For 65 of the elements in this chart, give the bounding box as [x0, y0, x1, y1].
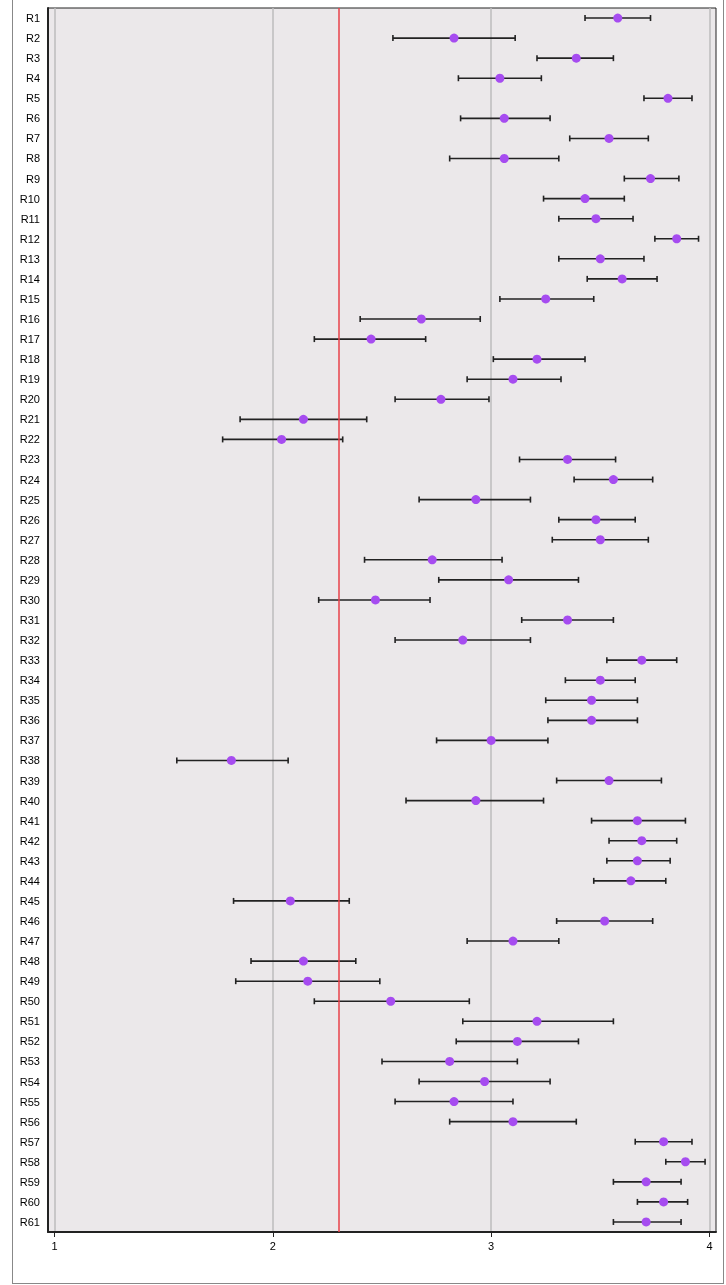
y-tick-label: R12 [19, 232, 40, 245]
y-tick-label: R39 [19, 774, 40, 787]
y-tick-label: R48 [19, 955, 40, 968]
y-tick-label: R59 [19, 1175, 40, 1188]
y-tick-label: R41 [19, 814, 40, 827]
y-tick-label: R19 [19, 373, 40, 386]
y-tick-label: R3 [25, 52, 40, 65]
y-tick-label: R52 [19, 1035, 40, 1048]
y-tick-label: R40 [19, 794, 40, 807]
y-tick-label: R8 [25, 152, 40, 165]
y-tick-label: R28 [19, 553, 40, 566]
y-tick-label: R23 [19, 453, 40, 466]
y-tick-label: R44 [19, 874, 40, 887]
y-tick-label: R54 [19, 1075, 40, 1088]
y-tick-label: R5 [25, 92, 40, 105]
y-tick-label: R7 [25, 132, 40, 145]
y-tick-label: R10 [19, 192, 40, 205]
y-tick-label: R20 [19, 393, 40, 406]
y-tick-label: R16 [19, 313, 40, 326]
y-tick-label: R32 [19, 634, 40, 647]
y-tick-label: R27 [19, 533, 40, 546]
y-tick-label: R38 [19, 754, 40, 767]
y-tick-label: R34 [19, 674, 40, 687]
y-tick-label: R17 [19, 333, 40, 346]
y-tick-label: R26 [19, 513, 40, 526]
x-tick-label: 4 [706, 1239, 713, 1252]
y-tick-label: R33 [19, 654, 40, 667]
y-tick-label: R47 [19, 935, 40, 948]
y-tick-label: R29 [19, 573, 40, 586]
y-tick-label: R60 [19, 1195, 40, 1208]
y-tick-label: R42 [19, 834, 40, 847]
y-tick-label: R18 [19, 353, 40, 366]
y-tick-label: R57 [19, 1135, 40, 1148]
y-tick-label: R6 [25, 112, 40, 125]
y-tick-label: R53 [19, 1055, 40, 1068]
y-tick-label: R61 [19, 1215, 40, 1228]
y-tick-label: R56 [19, 1115, 40, 1128]
y-tick-label: R37 [19, 734, 40, 747]
y-tick-label: R55 [19, 1095, 40, 1108]
y-tick-label: R49 [19, 975, 40, 988]
y-tick-label: R43 [19, 854, 40, 867]
y-tick-label: R25 [19, 493, 40, 506]
x-tick-label: 2 [269, 1239, 276, 1252]
y-tick-label: R21 [19, 413, 40, 426]
y-tick-label: R1 [25, 12, 40, 25]
y-tick-label: R51 [19, 1015, 40, 1028]
y-tick-label: R14 [19, 272, 40, 285]
y-tick-label: R31 [19, 614, 40, 626]
y-tick-label: R11 [20, 212, 40, 225]
y-tick-label: R22 [19, 433, 40, 446]
y-tick-label: R50 [19, 995, 40, 1008]
y-tick-label: R30 [19, 593, 40, 606]
y-tick-label: R4 [25, 72, 40, 85]
y-tick-label: R46 [19, 914, 40, 927]
x-tick-label: 1 [51, 1239, 58, 1252]
y-tick-label: R13 [19, 252, 40, 265]
y-tick-label: R24 [19, 473, 40, 486]
y-tick-label: R2 [25, 32, 40, 45]
y-tick-label: R45 [19, 894, 40, 907]
y-tick-label: R35 [19, 694, 40, 707]
y-tick-label: R36 [19, 714, 40, 727]
y-tick-label: R58 [19, 1155, 40, 1168]
y-tick-label: R9 [25, 172, 40, 185]
x-tick-label: 3 [488, 1239, 495, 1252]
y-tick-label: R15 [19, 292, 40, 305]
